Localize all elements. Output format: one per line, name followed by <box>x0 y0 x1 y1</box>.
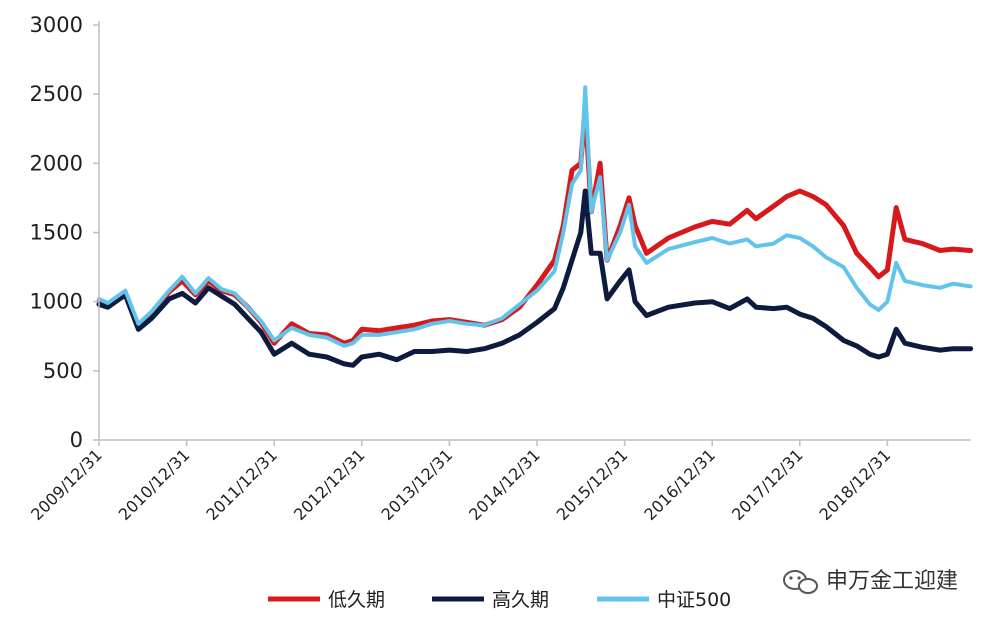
y-tick-label: 1500 <box>30 221 83 245</box>
x-tick-label: 2015/12/31 <box>553 445 632 524</box>
x-tick-label: 2009/12/31 <box>27 445 106 524</box>
y-tick-label: 500 <box>43 359 83 383</box>
legend-label-2: 中证500 <box>657 589 731 611</box>
series-line-1 <box>96 188 974 368</box>
x-axis: 2009/12/31 2010/12/31 2011/12/31 2012/12/31… <box>27 439 971 524</box>
x-tick-label: 2018/12/31 <box>816 445 895 524</box>
series-line-2 <box>97 85 973 348</box>
watermark-text: 申万金工迎建 <box>826 569 958 594</box>
wechat-icon <box>783 570 818 594</box>
x-tick-label: 2017/12/31 <box>728 445 807 524</box>
y-tick-label: 1000 <box>30 290 83 314</box>
series-lines <box>96 85 974 368</box>
x-tick-label: 2011/12/31 <box>202 445 281 524</box>
y-tick-label: 2500 <box>30 82 83 106</box>
x-tick-label: 2010/12/31 <box>115 445 194 524</box>
legend-label-0: 低久期 <box>328 589 385 611</box>
x-tick-label: 2013/12/31 <box>378 445 457 524</box>
x-tick-label: 2012/12/31 <box>290 445 369 524</box>
legend-label-1: 高久期 <box>492 589 549 611</box>
x-tick-label: 2014/12/31 <box>465 445 544 524</box>
watermark: 申万金工迎建 <box>783 569 958 594</box>
legend: 低久期 高久期 中证500 <box>268 589 731 611</box>
x-tick-label: 2016/12/31 <box>640 445 719 524</box>
y-tick-label: 3000 <box>30 13 83 37</box>
y-tick-label: 0 <box>70 428 83 452</box>
y-axis: 0 500 1000 1500 2000 2500 3000 <box>30 13 100 452</box>
series-line-0 <box>96 105 974 346</box>
y-tick-label: 2000 <box>30 151 83 175</box>
